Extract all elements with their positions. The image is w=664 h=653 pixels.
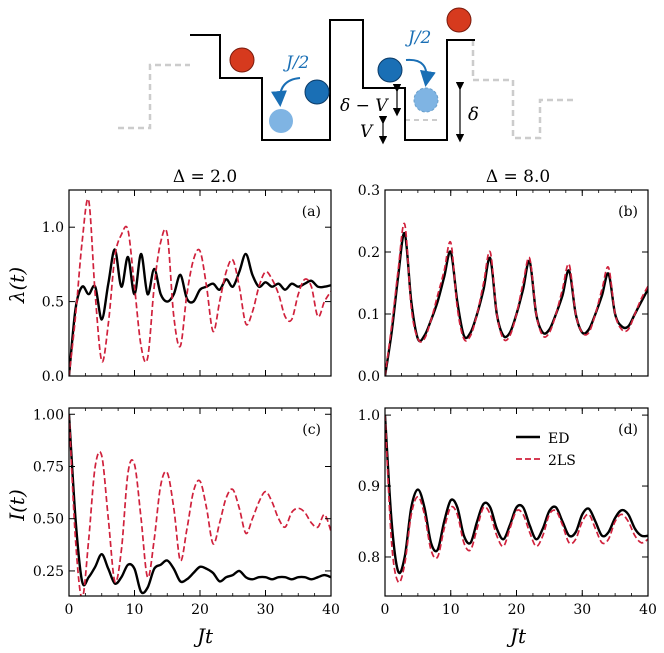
y-tick-label: 0.50 [33, 512, 64, 528]
column-title-right: Δ = 8.0 [486, 167, 550, 187]
panel-label: (d) [618, 422, 638, 438]
y-tick-label: 0.3 [358, 183, 380, 199]
y-tick-label: 0.0 [42, 369, 64, 385]
schematic: J/2 J/2 δ − V V δ [118, 7, 575, 145]
y-tick-label: 0.9 [358, 479, 380, 495]
panel-d: 0 10 20 30 40 0.8 0.9 1.0 (d) [358, 407, 657, 618]
axes-frame [384, 189, 649, 377]
y-tick-label: 0.75 [33, 459, 64, 475]
column-title-left: Δ = 2.0 [173, 167, 237, 187]
panel-label: (a) [302, 204, 321, 220]
y-label-i: I(t) [5, 489, 29, 522]
y-tick-label: 0.0 [358, 369, 380, 385]
series-2ls-line [385, 222, 648, 376]
series-ed-line [385, 232, 648, 376]
x-tick-label: 40 [639, 602, 657, 618]
x-tick-label: 0 [381, 602, 390, 618]
particle-blue-faded-right [413, 87, 439, 113]
particle-blue-right [377, 57, 403, 83]
hop-label-right: J/2 [405, 28, 431, 48]
y-tick-label: 0.5 [42, 295, 64, 311]
series-2ls-line [385, 415, 648, 584]
y-tick-label: 0.2 [358, 245, 380, 261]
x-tick-label: 40 [322, 602, 340, 618]
y-tick-label: 0.1 [358, 307, 380, 323]
x-tick-label: 20 [191, 602, 209, 618]
series-ed-line [69, 414, 331, 595]
series-ed-line [385, 415, 648, 575]
x-label-left: Jt [193, 624, 214, 648]
hop-label-left: J/2 [283, 53, 309, 73]
particle-blue-left [304, 79, 330, 105]
x-tick-label: 10 [126, 602, 144, 618]
legend: ED 2LS [516, 431, 576, 469]
hop-arrow-left-icon [270, 77, 301, 107]
panel-label: (b) [618, 204, 638, 220]
x-tick-label: 0 [65, 602, 74, 618]
label-v: V [360, 122, 374, 142]
panel-b: 0.0 0.1 0.2 0.3 (b) [358, 183, 649, 385]
y-tick-label: 1.0 [358, 408, 380, 424]
x-tick-label: 30 [573, 602, 591, 618]
hop-arrow-right-icon [405, 58, 436, 87]
x-tick-label: 20 [508, 602, 526, 618]
label-delta-minus-v: δ − V [340, 96, 389, 116]
dashed-step-right [471, 40, 575, 140]
y-label-lambda: λ(t) [5, 267, 29, 304]
y-tick-label: 0.8 [358, 550, 380, 566]
x-tick-label: 10 [442, 602, 460, 618]
series-ed-line [69, 248, 331, 376]
legend-label-ed: ED [548, 431, 569, 447]
label-delta: δ [468, 104, 479, 125]
y-tick-label: 0.25 [33, 564, 64, 580]
y-tick-label: 1.00 [33, 407, 64, 423]
dashed-step-left [118, 63, 190, 130]
panel-c: 0 10 20 30 40 0.25 0.50 0.75 1.00 (c) [33, 407, 340, 618]
legend-label-2ls: 2LS [548, 453, 576, 469]
panel-a: 0.0 0.5 1.0 (a) [42, 189, 332, 385]
x-tick-label: 30 [257, 602, 275, 618]
particle-red-left [229, 47, 255, 73]
series-2ls-line [69, 198, 331, 376]
y-tick-label: 1.0 [42, 220, 64, 236]
particle-blue-faded-left [269, 109, 293, 133]
panel-label: (c) [302, 422, 321, 438]
particle-red-right [446, 7, 472, 33]
series-2ls-line [69, 414, 331, 596]
x-label-right: Jt [506, 624, 527, 648]
potential-landscape [190, 19, 475, 141]
